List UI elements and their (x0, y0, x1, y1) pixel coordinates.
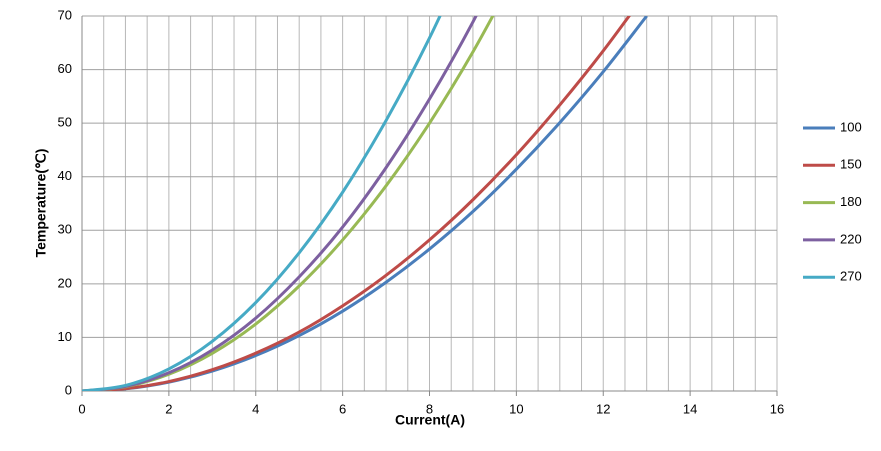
legend-label: 100 (840, 119, 862, 134)
legend-label: 180 (840, 194, 862, 209)
x-tick-label: 8 (426, 401, 433, 416)
y-tick-label: 70 (58, 7, 72, 22)
y-tick-label: 40 (58, 168, 72, 183)
x-tick-label: 2 (165, 401, 172, 416)
y-tick-label: 30 (58, 222, 72, 237)
x-tick-label: 0 (78, 401, 85, 416)
y-tick-label: 60 (58, 61, 72, 76)
y-axis-title: Temperature(℃) (33, 149, 49, 258)
x-tick-label: 10 (509, 401, 523, 416)
x-axis-title: Current(A) (395, 412, 465, 428)
y-tick-label: 20 (58, 275, 72, 290)
x-tick-label: 16 (770, 401, 784, 416)
plot-area (82, 16, 648, 391)
x-tick-label: 4 (252, 401, 259, 416)
x-tick-label: 14 (683, 401, 697, 416)
x-tick-label: 12 (596, 401, 610, 416)
y-tick-label: 50 (58, 115, 72, 130)
line-series (82, 16, 631, 391)
line-series (82, 16, 442, 391)
x-tick-label: 6 (339, 401, 346, 416)
legend-label: 220 (840, 231, 862, 246)
legend-label: 270 (840, 269, 862, 284)
legend-label: 150 (840, 157, 862, 172)
y-tick-label: 10 (58, 329, 72, 344)
y-tick-label: 0 (65, 382, 72, 397)
line-series (82, 16, 478, 391)
